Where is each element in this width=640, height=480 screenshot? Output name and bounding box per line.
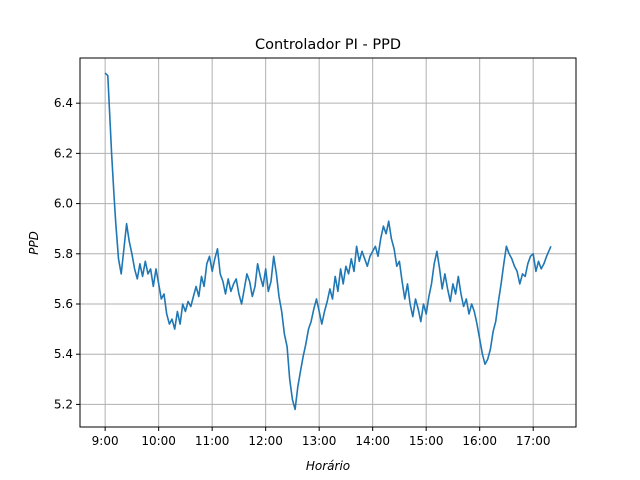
y-tick-label: 6.0 xyxy=(54,197,73,211)
x-tick-label: 10:00 xyxy=(141,434,176,448)
y-tick-label: 6.4 xyxy=(54,96,73,110)
y-tick-label: 5.2 xyxy=(54,397,73,411)
x-tick-label: 9:00 xyxy=(92,434,119,448)
x-tick-label: 14:00 xyxy=(355,434,390,448)
plot-frame xyxy=(79,57,577,428)
y-tick-label: 5.6 xyxy=(54,297,73,311)
y-tick-label: 5.8 xyxy=(54,247,73,261)
y-tick-label: 5.4 xyxy=(54,347,73,361)
x-tick-label: 13:00 xyxy=(302,434,337,448)
x-tick-label: 11:00 xyxy=(195,434,230,448)
axis-ticks: 9:00 10:00 11:00 12:00 13:00 14:00 15:00 16:00 1… xyxy=(54,96,551,448)
x-tick-label: 16:00 xyxy=(462,434,497,448)
x-axis-title: Horário xyxy=(306,459,350,473)
y-tick-label: 6.2 xyxy=(54,146,73,160)
x-tick-label: 15:00 xyxy=(409,434,444,448)
ppd-series-line xyxy=(104,72,552,411)
x-tick-label: 17:00 xyxy=(516,434,551,448)
plot-area xyxy=(80,58,576,427)
y-axis-title: PPD xyxy=(27,231,41,255)
x-tick-label: 12:00 xyxy=(248,434,283,448)
series-layer xyxy=(104,72,552,411)
chart-title: Controlador PI - PPD xyxy=(255,37,401,53)
grid-lines xyxy=(80,58,576,427)
